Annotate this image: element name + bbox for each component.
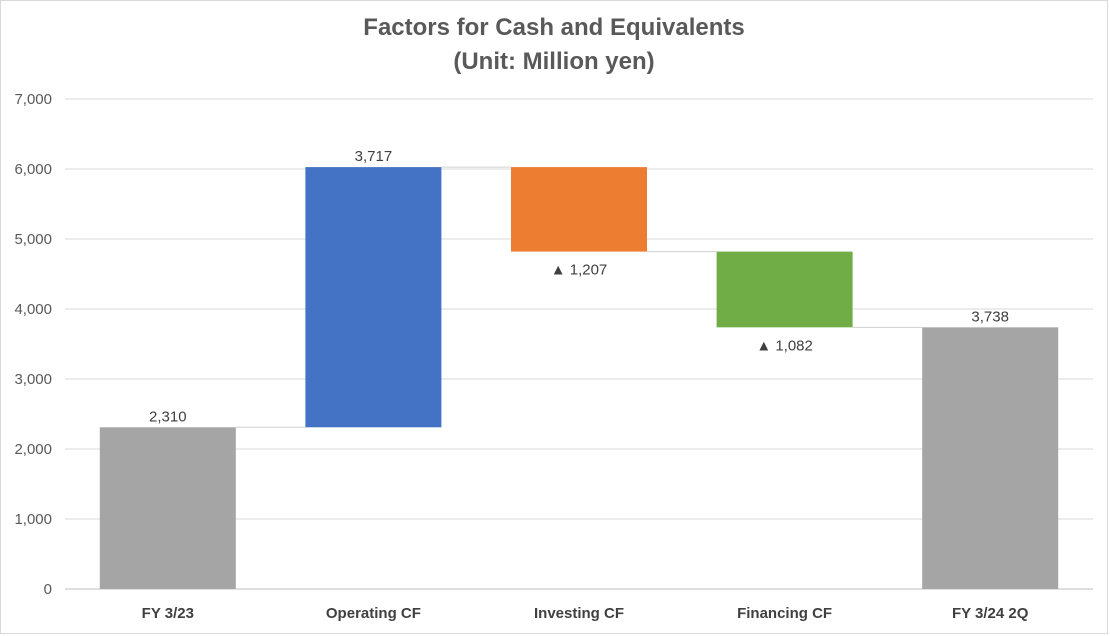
x-category-label: Operating CF [326, 605, 421, 622]
chart-title: Factors for Cash and Equivalents [363, 14, 745, 41]
gridlines [65, 98, 1093, 590]
x-category-label: Investing CF [534, 605, 624, 622]
x-axis-categories: FY 3/23 Operating CF Investing CF Financing… [142, 605, 1029, 622]
x-category-label: FY 3/23 [142, 605, 194, 622]
y-tick-label: 5,000 [14, 231, 52, 248]
bars [99, 167, 1059, 589]
bar-fy-3-24-2q [922, 327, 1059, 589]
bar-investing-cf [511, 167, 647, 252]
y-tick-label: 1,000 [14, 511, 52, 528]
y-axis-ticks: 0 1,000 2,000 3,000 4,000 5,000 6,000 7,000 [14, 91, 52, 598]
x-category-label: FY 3/24 2Q [952, 605, 1029, 622]
data-labels: 2,310 3,717 ▲ 1,207 ▲ 1,082 3,738 [149, 148, 1009, 425]
data-label: 3,717 [355, 148, 393, 165]
x-category-label: Financing CF [737, 605, 832, 622]
bar-financing-cf [716, 251, 853, 328]
bar-fy-3-23 [99, 427, 236, 589]
chart-subtitle: (Unit: Million yen) [453, 48, 655, 75]
y-tick-label: 7,000 [14, 91, 52, 108]
y-tick-label: 3,000 [14, 371, 52, 388]
data-label: 2,310 [149, 408, 187, 425]
bar-operating-cf [305, 167, 442, 428]
connector-lines [235, 166, 923, 428]
y-tick-label: 2,000 [14, 441, 52, 458]
data-label: ▲ 1,082 [756, 337, 813, 354]
data-label: 3,738 [971, 308, 1009, 325]
y-tick-label: 6,000 [14, 161, 52, 178]
y-tick-label: 0 [44, 581, 52, 598]
data-label: ▲ 1,207 [551, 262, 608, 279]
y-tick-label: 4,000 [14, 301, 52, 318]
